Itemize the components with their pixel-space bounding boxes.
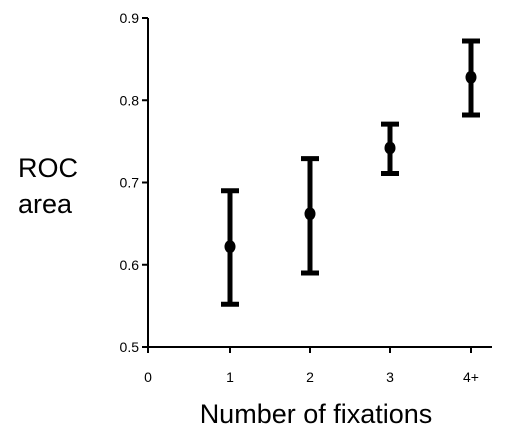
x-tick-label: 3	[386, 369, 394, 385]
y-axis-label-line-1: ROC	[18, 153, 78, 183]
data-point-group	[301, 156, 319, 276]
data-point-group	[462, 38, 480, 118]
y-tick-label: 0.6	[120, 257, 140, 273]
data-points	[221, 38, 480, 307]
y-axis-ticks: 0.5 0.6 0.7 0.8 0.9	[120, 10, 148, 355]
x-tick-label: 0	[144, 369, 152, 385]
x-tick-label: 2	[306, 369, 314, 385]
y-tick-label: 0.8	[120, 92, 140, 108]
y-tick-label: 0.9	[120, 10, 140, 26]
y-tick-label: 0.5	[120, 339, 140, 355]
data-point	[224, 240, 236, 254]
data-point-group	[381, 121, 399, 176]
data-point	[465, 70, 477, 84]
y-tick-label: 0.7	[120, 175, 140, 191]
y-axis-label-line-2: area	[18, 189, 73, 219]
data-point	[384, 141, 396, 155]
data-point-group	[221, 188, 239, 307]
axes	[147, 18, 492, 348]
x-tick-label: 4+	[463, 369, 479, 385]
x-axis-label: Number of fixations	[200, 399, 433, 429]
data-point	[304, 207, 316, 221]
x-axis-ticks: 0 1 2 3 4+	[144, 347, 479, 385]
x-tick-label: 1	[226, 369, 234, 385]
